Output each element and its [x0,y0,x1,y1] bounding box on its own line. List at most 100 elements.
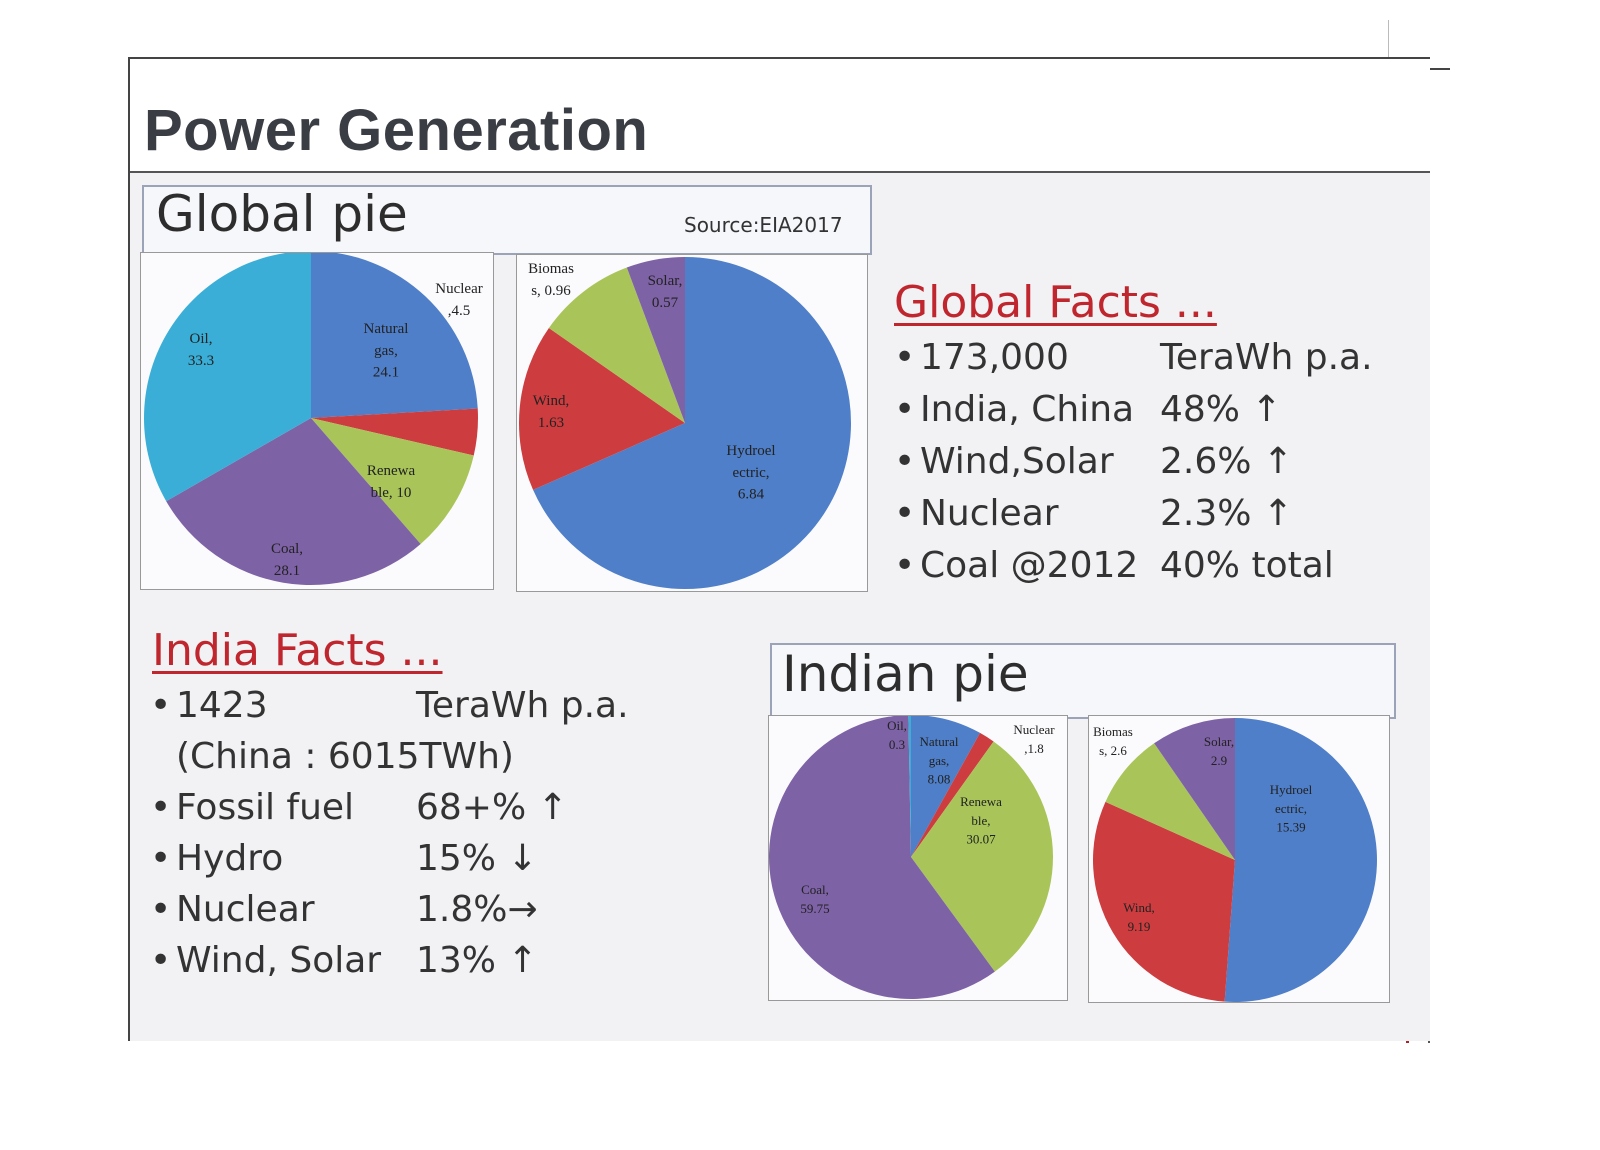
global-main-pie: Natural gas, 24.1 Nuclear ,4.5 Renewa ble, 10 C… [144,253,483,585]
fact-key: Coal @2012 [920,545,1139,586]
pie-label-line: ,4.5 [448,303,471,319]
pie-label-line: Renewa [367,463,416,479]
pie-slice-coal [166,418,421,585]
pie-label-line: 6.84 [738,487,765,503]
pie-label-line: 15.39 [1276,820,1305,835]
pie-label-coal: Coal, 59.75 [800,882,829,916]
fact-key: 173,000 [920,337,1069,378]
fact-row: • India, China 48% ↑ [894,389,1414,433]
pie-slice-renewable [911,741,1053,972]
pie-label-line: 30.07 [966,832,996,847]
bullet-icon: • [894,441,916,482]
pie-label-line: s, 0.96 [531,283,571,299]
india-facts-heading: India Facts ... [152,625,443,676]
bullet-icon: • [150,787,172,828]
global-pie-label: Global pie [156,185,408,243]
pie-label-line: Oil, [887,718,907,733]
fact-key: Fossil fuel [176,787,355,828]
fact-value: 2.6% ↑ [1160,441,1294,482]
pie-label-line: Solar, [648,273,683,289]
pie-slice-solar [626,257,685,423]
fact-value: TeraWh p.a. [416,685,629,726]
pie-label-natural-gas: Natural gas, 24.1 [364,321,409,381]
pie-slice-natural-gas [911,716,981,857]
pie-label-line: Renewa [960,794,1002,809]
pie-label-renewable: Renewa ble, 10 [367,463,416,501]
pie-label-line: 59.75 [800,901,829,916]
pie-label-line: gas, [929,753,950,768]
pie-label-line: 9.19 [1128,919,1151,934]
fact-key: Nuclear [920,493,1059,534]
bullet-icon: • [150,940,172,981]
pie-label-line: ble, [971,813,990,828]
page-title: Power Generation [144,98,649,163]
pie-slice-biomass [548,267,685,423]
global-renewables-pie-frame: Hydroel ectric, 6.84 Wind, 1.63 Biomas s, 0.96… [516,254,868,592]
pie-label-hydroelectric: Hydroel ectric, 6.84 [726,443,775,503]
bullet-icon: • [894,389,916,430]
fact-value: 13% ↑ [416,940,538,981]
pie-slice-hydroelectric [533,257,851,589]
pie-slice-nuclear [311,408,478,456]
pie-label-line: 8.08 [928,772,951,787]
pie-label-line: ectric, [732,465,769,481]
fact-value: 68+% ↑ [416,787,568,828]
pie-label-line: 0.3 [889,737,905,752]
pie-slice-wind [519,327,685,490]
fact-value: 48% ↑ [1160,389,1282,430]
indian-pie-label: Indian pie [782,645,1029,703]
fact-row: • Hydro 15% ↓ [150,838,670,882]
pie-label-line: Nuclear [1013,722,1055,737]
pie-slice-oil [144,253,311,502]
fact-key: (China : 6015TWh) [176,736,514,777]
slide: Power Generation Global pie Source:EIA20… [128,57,1430,1041]
pie-label-wind: Wind, 1.63 [533,393,569,431]
fact-row: • Coal @2012 40% total [894,545,1414,589]
pie-label-nuclear: Nuclear ,4.5 [435,281,482,319]
bullet-icon: • [150,838,172,879]
fact-row: • Wind, Solar 13% ↑ [150,940,670,984]
pie-label-oil: Oil, 33.3 [188,331,214,369]
india-main-pie-frame: Natural gas, 8.08 Nuclear ,1.8 Renewa ble, 30.0… [768,715,1068,1001]
pie-slice-renewable [311,418,474,544]
pie-label-line: Biomas [1093,724,1133,739]
title-bar: Power Generation [130,59,1430,173]
fact-value: TeraWh p.a. [1160,337,1373,378]
pie-label-line: gas, [374,343,398,359]
pie-label-line: 2.9 [1211,753,1227,768]
fact-value: 2.3% ↑ [1160,493,1294,534]
india-renewables-pie-frame: Hydroel ectric, 15.39 Wind, 9.19 Biomas s, 2.6… [1088,715,1390,1003]
fact-row: • 173,000 TeraWh p.a. [894,337,1414,381]
pie-label-wind: Wind, 9.19 [1123,900,1155,934]
pie-label-hydroelectric: Hydroel ectric, 15.39 [1270,782,1313,835]
global-main-pie-frame: Natural gas, 24.1 Nuclear ,4.5 Renewa ble, 10 C… [140,252,494,590]
pie-label-line: Biomas [528,261,574,277]
pie-slice-solar [1154,718,1235,860]
fact-key: India, China [920,389,1135,430]
fact-row: • Fossil fuel 68+% ↑ [150,787,670,831]
bullet-icon: • [894,337,916,378]
pie-label-biomass: Biomas s, 2.6 [1093,724,1133,758]
pie-label-line: Hydroel [1270,782,1313,797]
fact-row: • 1423 TeraWh p.a. [150,685,670,729]
pie-slice-hydroelectric [1224,718,1378,1002]
fact-row: • Nuclear 1.8%→ [150,889,670,933]
pie-label-line: 24.1 [373,365,399,381]
pie-label-line: s, 2.6 [1099,743,1127,758]
fact-key: 1423 [176,685,268,726]
indian-pie-header: Indian pie [770,643,1396,719]
pie-slice-wind [1093,801,1235,1002]
fact-key: Hydro [176,838,284,879]
bullet-icon: • [150,685,172,726]
pie-slice-coal [769,716,995,999]
pie-label-nuclear: Nuclear ,1.8 [1013,722,1055,756]
fact-value: 1.8%→ [416,889,538,930]
pie-slice-natural-gas [311,253,478,418]
pie-label-line: ectric, [1275,801,1307,816]
bullet-icon: • [150,889,172,930]
fact-row: • Wind,Solar 2.6% ↑ [894,441,1414,485]
pie-label-line: ble, 10 [371,485,412,501]
fact-key: Wind,Solar [920,441,1114,482]
fact-row: • Nuclear 2.3% ↑ [894,493,1414,537]
global-pie-header: Global pie Source:EIA2017 [142,185,872,255]
